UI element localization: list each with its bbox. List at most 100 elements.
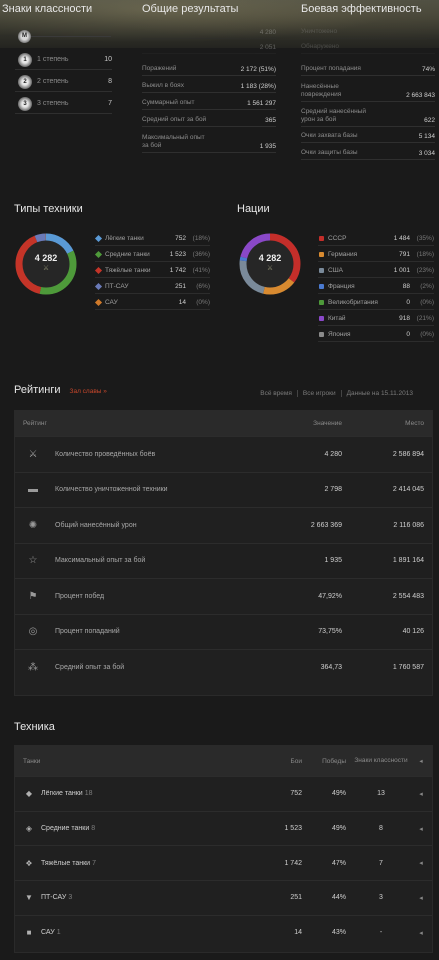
vehicle-mastery: 8: [379, 825, 383, 833]
legend-label: Китай: [328, 314, 346, 322]
donut-segment: [239, 233, 301, 295]
vehicle-class-row[interactable]: ◈ Средние танки 8 1 523 49% 8 ◂: [15, 810, 432, 846]
target-icon: ◎: [28, 626, 38, 638]
legend-value: 0: [406, 330, 410, 338]
col-mastery[interactable]: Знаки классности: [354, 757, 408, 764]
rating-value: 2 798: [324, 486, 342, 494]
col-tanks[interactable]: Танки: [23, 757, 41, 765]
legend-percent: (2%): [420, 282, 434, 290]
stat-label: Максимальный опыт за бой: [142, 134, 205, 149]
stat-label: Поражений: [142, 65, 177, 72]
three-stars-icon: ⁂: [28, 661, 38, 673]
td-icon: [94, 282, 103, 290]
rating-value: 4 280: [324, 450, 342, 458]
spg-icon: [94, 298, 103, 306]
col-wins[interactable]: Победы: [322, 757, 346, 765]
mastery-row: 3 3 степень 7: [15, 94, 112, 114]
heavy-tank-icon: [94, 266, 103, 274]
legend-value: 88: [402, 282, 410, 290]
filter-all-players[interactable]: Все игроки: [296, 390, 341, 397]
destroyed-tank-icon: ▬: [28, 484, 38, 496]
battle-stat-row: Очки защиты базы 3 034: [301, 144, 435, 160]
stat-label: Средний нанесённый урон за бой: [301, 108, 366, 123]
stat-value: 74%: [421, 66, 435, 73]
mastery-value: 10: [104, 56, 112, 63]
vehicle-class-row[interactable]: ▼ ПТ-САУ 3 251 44% 3 ◂: [15, 880, 432, 915]
stat-value: 365: [265, 117, 276, 124]
stat-label: Средний опыт за бой: [142, 116, 207, 123]
rating-name: Процент побед: [55, 592, 105, 600]
hall-of-fame-link[interactable]: Зал славы »: [69, 388, 107, 395]
mastery-badge-icon: 2: [18, 74, 32, 89]
vehicle-class-row[interactable]: ◆ Лёгкие танки 18 752 49% 13 ◂: [15, 776, 432, 811]
legend-percent: (21%): [416, 314, 434, 322]
expand-arrow-icon[interactable]: ◂: [419, 860, 423, 868]
filter-all-time[interactable]: Всё время: [260, 390, 292, 397]
stat-value: 2 663 843: [406, 92, 435, 99]
mastery-row: 1 1 степень 10: [15, 50, 112, 70]
legend-label: Франция: [328, 282, 355, 290]
legend-row: США 1 001 (23%): [318, 263, 434, 278]
light-tank-icon: [94, 234, 103, 242]
mastery-value: 8: [108, 78, 112, 85]
overall-results-title: Общие результаты: [142, 3, 239, 15]
legend-percent: (0%): [420, 298, 434, 306]
col-battles[interactable]: Бои: [290, 757, 302, 765]
battle-stat-row: Средний нанесённый урон за бой 622: [301, 102, 435, 127]
vehicle-class-label: Тяжёлые танки: [41, 859, 91, 867]
legend-row: СССР 1 484 (35%): [318, 231, 434, 246]
mastery-badge-icon: 1: [18, 52, 32, 67]
vehicles-title: Техника: [14, 721, 55, 733]
ratings-title: Рейтинги: [14, 384, 61, 396]
expand-arrow-icon[interactable]: ◂: [419, 790, 423, 798]
vehicle-battles: 251: [290, 894, 302, 902]
overall-stat-row: Поражений 2 172 (51%): [142, 60, 276, 76]
rating-name: Максимальный опыт за бой: [55, 557, 146, 565]
expand-arrow-icon[interactable]: ◂: [419, 929, 423, 937]
vehicle-class-name: САУ 1: [41, 929, 252, 936]
legend-label: Лёгкие танки: [105, 234, 144, 242]
vehicle-class-label: Лёгкие танки: [41, 790, 83, 798]
divider: [31, 36, 111, 37]
vehicle-class-row[interactable]: ■ САУ 1 14 43% - ◂: [15, 914, 432, 950]
stat-value: 3 034: [418, 150, 435, 157]
expand-arrow-icon[interactable]: ◂: [419, 894, 423, 902]
stat-value: 5 134: [418, 133, 435, 140]
legend-value: 251: [175, 282, 186, 290]
expand-arrow-icon[interactable]: ◂: [419, 825, 423, 833]
vehicle-mastery: -: [379, 929, 383, 937]
stat-value: 1 561 297: [247, 100, 276, 107]
vehicle-class-name: ПТ-САУ 3: [41, 894, 252, 901]
vehicle-class-label: ПТ-САУ: [41, 894, 67, 902]
rating-row: ▬ Количество уничтоженной техники 2 798 2 4…: [15, 471, 432, 507]
vehicle-wins: 47%: [331, 859, 346, 867]
nations-total: 4 282 ⚔: [245, 253, 295, 272]
legend-row: Франция 88 (2%): [318, 279, 434, 294]
legend-row: Лёгкие танки 752 (18%): [94, 231, 210, 246]
vehicle-mastery: 3: [379, 894, 383, 902]
nation-flag-icon: [319, 331, 324, 337]
donut-segment: [15, 233, 77, 295]
donut-segment: [239, 233, 301, 295]
crossed-swords-icon: ⚔: [266, 265, 274, 272]
rating-place: 2 586 894: [392, 450, 424, 458]
heavy-tank-icon: ❖: [25, 858, 33, 868]
vehicle-class-row[interactable]: ❖ Тяжёлые танки 7 1 742 47% 7 ◂: [15, 845, 432, 880]
nations-donut: [239, 233, 301, 295]
stat-label: Нанесённые повреждения: [301, 83, 342, 98]
donut-segment: [15, 233, 77, 295]
vehicles-table-body: ◆ Лёгкие танки 18 752 49% 13 ◂ ◈ Средние танки 8 1…: [15, 776, 432, 949]
col-place: Место: [405, 420, 424, 427]
rating-place: 1 891 164: [392, 557, 424, 565]
ratings-table: Рейтинг Значение Место ⚔ Количество прове…: [14, 410, 433, 696]
nations-title: Нации: [237, 203, 270, 215]
vehicle-wins: 43%: [331, 929, 346, 937]
stat-label: Уничтожено: [301, 28, 338, 35]
legend-label: СССР: [328, 234, 347, 242]
legend-percent: (18%): [192, 234, 210, 242]
rating-row: ◎ Процент попаданий 73,75% 40 126: [15, 613, 432, 649]
sort-arrow-icon[interactable]: ◂: [419, 758, 423, 765]
vehicle-wins: 49%: [331, 825, 346, 833]
battle-stat-row: Нанесённые повреждения 2 663 843: [301, 77, 435, 102]
nation-flag-icon: [319, 251, 324, 257]
